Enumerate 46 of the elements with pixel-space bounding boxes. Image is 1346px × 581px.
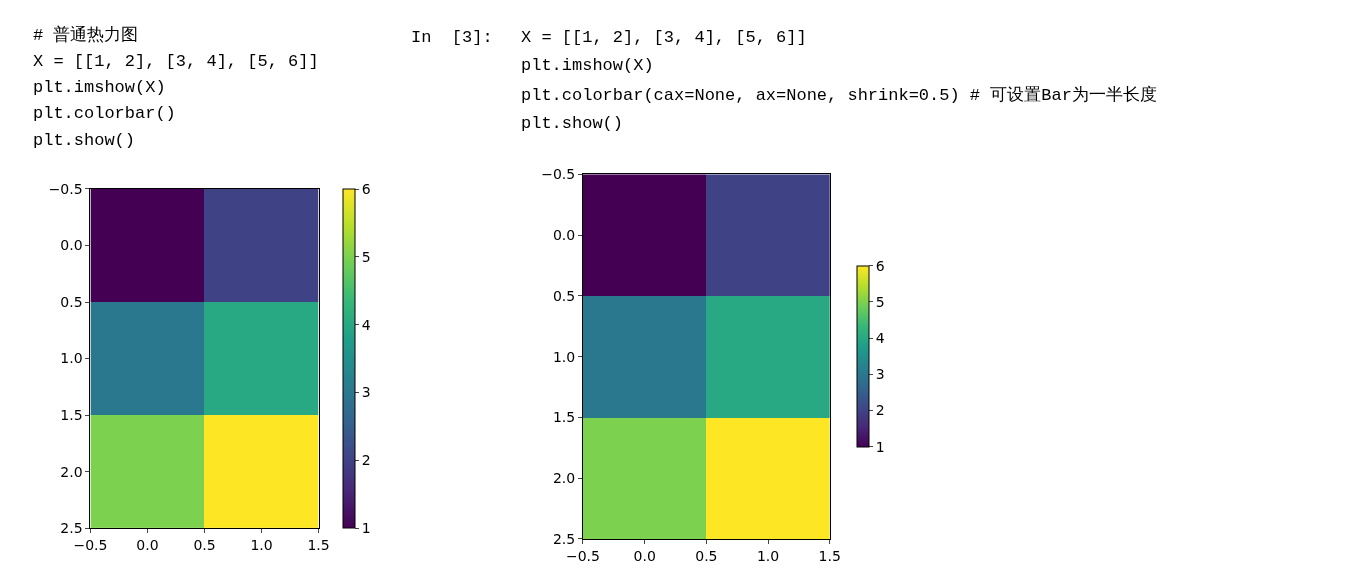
color-bar-label: 4 — [361, 316, 371, 333]
text: plt.show() — [33, 131, 136, 150]
x-tick-label: 0.5 — [695, 547, 718, 564]
x-tick-label: 1.0 — [756, 547, 780, 564]
y-tick-label: 2.0 — [552, 470, 576, 487]
text: plt.imshow(X) — [521, 56, 654, 75]
y-tick-label: 1.0 — [552, 348, 576, 365]
color-bar-label: 5 — [875, 293, 885, 310]
y-tick-label: 2.5 — [60, 520, 83, 537]
y-tick-label: 0.5 — [552, 287, 576, 304]
color-bar-label: 1 — [361, 519, 371, 536]
color-bar-label: 3 — [361, 384, 371, 401]
y-tick-label: −0.5 — [541, 166, 576, 183]
x-tick-label: 0.0 — [136, 537, 159, 554]
color-bar-label: 2 — [875, 402, 885, 419]
color-bar-label: 4 — [875, 329, 885, 346]
text: X = [[1, 2], [3, 4], [5, 6]] — [521, 28, 807, 47]
text: plt.imshow(X) — [33, 78, 166, 97]
y-tick-label: 0.5 — [60, 293, 83, 310]
x-tick-label: 0.0 — [633, 547, 656, 564]
x-tick-label: 0.5 — [193, 537, 216, 554]
color-bar-label: 3 — [875, 366, 885, 383]
color-bar-label: 1 — [875, 438, 885, 455]
x-tick-label: 1.0 — [250, 537, 273, 554]
y-tick-label: 0.0 — [552, 226, 576, 243]
y-tick-label: 2.0 — [60, 463, 83, 480]
color-bar-label: 6 — [361, 180, 371, 197]
text: In [3]: — [411, 28, 493, 47]
x-tick-label: 1.5 — [818, 547, 841, 564]
color-bar-label: 5 — [361, 248, 371, 265]
x-tick-label: −0.5 — [565, 547, 600, 564]
y-tick-label: 2.5 — [552, 530, 576, 547]
y-tick-label: 1.5 — [552, 409, 576, 426]
color-bar-label: 6 — [875, 257, 885, 274]
y-tick-label: 1.5 — [60, 407, 83, 424]
y-tick-label: −0.5 — [48, 180, 83, 197]
x-tick-label: −0.5 — [73, 537, 108, 554]
text: # 普通热力图 — [33, 25, 139, 45]
text: plt.colorbar() — [33, 104, 176, 123]
text: plt.show() — [521, 114, 624, 133]
y-tick-label: 0.0 — [60, 237, 83, 254]
text: X = [[1, 2], [3, 4], [5, 6]] — [33, 52, 319, 71]
y-tick-label: 1.0 — [60, 350, 83, 367]
x-tick-label: 1.5 — [307, 537, 330, 554]
text: plt.colorbar(cax=None, ax=None, shrink=0.5) # 可设置Bar为一半长度 — [521, 85, 1157, 105]
color-bar-label: 2 — [361, 452, 371, 469]
